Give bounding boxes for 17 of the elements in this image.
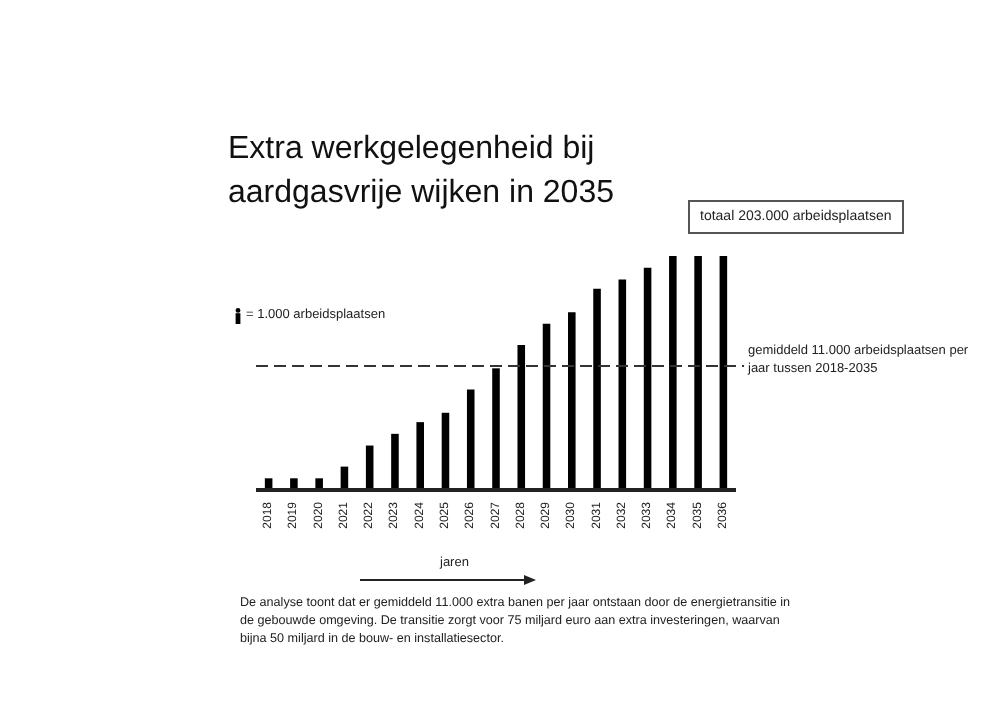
bar [492, 368, 500, 490]
bar [568, 312, 576, 490]
bar [643, 267, 652, 490]
bar [290, 478, 298, 490]
bar [694, 256, 702, 490]
bar [618, 279, 627, 490]
bar [416, 422, 424, 490]
bar [466, 389, 475, 490]
bar [719, 256, 728, 490]
bar [315, 478, 323, 490]
bar [391, 433, 399, 490]
bar [669, 256, 677, 490]
bar [593, 288, 601, 490]
bar [517, 344, 526, 490]
chart-title: Extra werkgelegenheid bij aardgasvrije wijken in 2035 [228, 132, 614, 210]
bar [542, 323, 551, 490]
bar [441, 412, 450, 490]
